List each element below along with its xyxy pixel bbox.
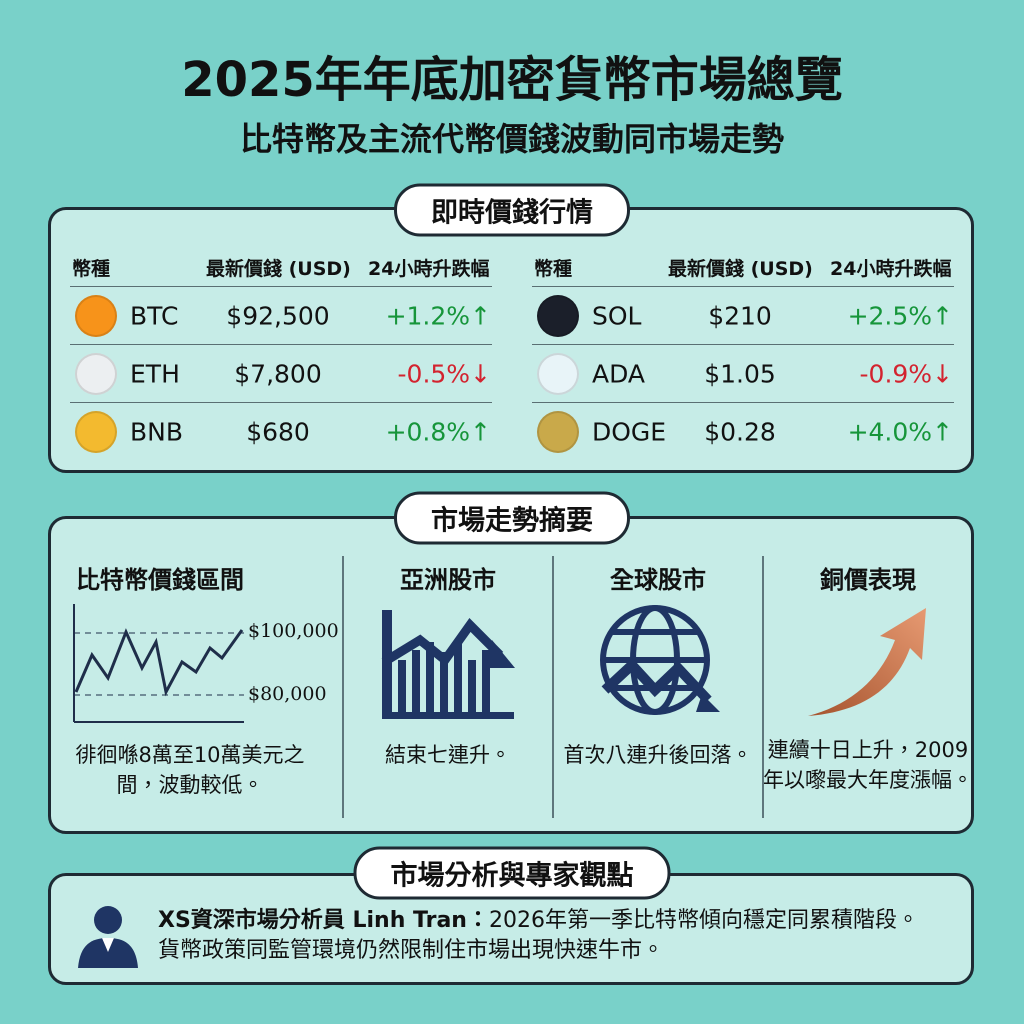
coin-price: $7,800 (234, 359, 322, 389)
card-title: 亞洲股市 (400, 566, 496, 594)
coin-icon (537, 411, 579, 453)
coin-icon (75, 411, 117, 453)
coin-change: +1.2%↑ (385, 301, 491, 331)
column-header: 幣種 (534, 258, 573, 280)
coin-icon (75, 295, 117, 337)
column-header: 24小時升跌幅 (368, 258, 490, 280)
card-title: 銅價表現 (820, 566, 916, 594)
coin-name: ETH (130, 359, 180, 389)
coin-price: $680 (246, 417, 310, 447)
coin-price: $92,500 (226, 301, 330, 331)
coin-change: +4.0%↑ (847, 417, 953, 447)
coin-icon (75, 353, 117, 395)
coin-change: +2.5%↑ (847, 301, 953, 331)
row-separator (70, 286, 492, 287)
card-text: 結束七連升。 (385, 743, 511, 767)
row-separator (532, 344, 954, 345)
coin-change: -0.5%↓ (397, 359, 491, 389)
section-label: 市場分析與專家觀點 (353, 846, 671, 900)
card-text: 徘徊喺8萬至10萬美元之間，波動較低。 (75, 743, 305, 797)
coin-icon (537, 295, 579, 337)
row-separator (532, 286, 954, 287)
analysis-line: 2026年第一季比特幣傾向穩定同累積階段。 (488, 908, 919, 933)
coin-name: ADA (592, 359, 646, 389)
coin-name: BTC (130, 301, 179, 331)
analyst-icon (78, 906, 138, 968)
coin-price: $0.28 (704, 417, 776, 447)
coin-name: BNB (130, 417, 184, 447)
coin-icon (537, 353, 579, 395)
title: 2025年年底加密貨幣市場總覽 (181, 52, 843, 108)
row-separator (532, 402, 954, 403)
coin-change: +0.8%↑ (385, 417, 491, 447)
card-text: 連續十日上升，2009年以嚟最大年度漲幅。 (763, 738, 973, 792)
analysis-text: XS資深市場分析員 Linh Tran：2026年第一季比特幣傾向穩定同累積階段… (158, 906, 919, 966)
coin-change: -0.9%↓ (859, 359, 953, 389)
card-text: 首次八連升後回落。 (563, 743, 753, 767)
coin-name: SOL (592, 301, 642, 331)
coin-name: DOGE (592, 417, 667, 447)
column-header: 幣種 (72, 258, 111, 280)
row-separator (70, 344, 492, 345)
column-header: 24小時升跌幅 (830, 258, 952, 280)
price-panel (48, 207, 974, 473)
section-label: 市場走勢摘要 (394, 491, 630, 545)
column-header: 最新價錢 (USD) (668, 258, 813, 280)
section-label: 即時價錢行情 (394, 183, 630, 237)
chart-label: $100,000 (248, 620, 339, 642)
card-title: 全球股市 (610, 566, 706, 594)
column-header: 最新價錢 (USD) (206, 258, 351, 280)
row-separator (70, 402, 492, 403)
coin-price: $210 (708, 301, 772, 331)
chart-label: $80,000 (248, 683, 327, 705)
analysis-line: 貨幣政策同監管環境仍然限制住市場出現快速牛市。 (158, 938, 665, 963)
analyst-name: XS資深市場分析員 Linh Tran： (158, 908, 489, 933)
coin-price: $1.05 (704, 359, 776, 389)
summary-panel (48, 516, 974, 834)
subtitle: 比特幣及主流代幣價錢波動同市場走勢 (239, 120, 784, 158)
card-title: 比特幣價錢區間 (76, 566, 244, 594)
